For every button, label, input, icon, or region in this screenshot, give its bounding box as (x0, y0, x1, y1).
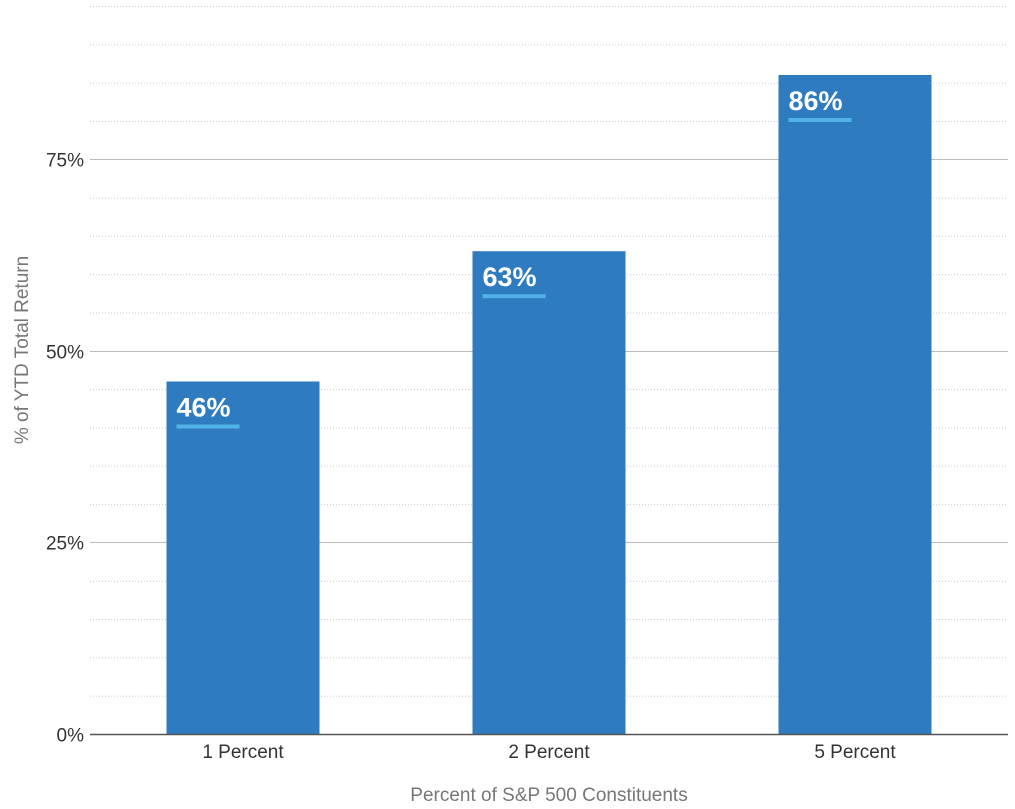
x-axis-title: Percent of S&P 500 Constituents (410, 785, 687, 806)
bar (166, 381, 320, 734)
bar-value-label: 63% (483, 262, 537, 292)
bar-value-underline (482, 294, 546, 299)
bar-value-label: 46% (177, 392, 231, 422)
y-axis-title: % of YTD Total Return (12, 256, 33, 444)
y-tick-label: 25% (46, 534, 84, 555)
y-tick-label: 75% (46, 151, 84, 172)
y-tick-label: 50% (46, 343, 84, 364)
bar (778, 74, 932, 734)
bar-value-label: 86% (789, 86, 843, 116)
bar (472, 251, 626, 734)
y-tick-label: 0% (57, 726, 85, 747)
x-tick-label: 2 Percent (508, 742, 590, 763)
bar-value-underline (788, 117, 852, 122)
data-labels: 46% 63% 86% (176, 86, 852, 429)
bar-value-underline (176, 424, 240, 429)
bars (166, 74, 932, 734)
x-tick-label: 1 Percent (202, 742, 284, 763)
axes: 0% 25% 50% 75% 1 Percent 2 Percent 5 Percent (46, 151, 1008, 763)
x-tick-label: 5 Percent (814, 742, 896, 763)
